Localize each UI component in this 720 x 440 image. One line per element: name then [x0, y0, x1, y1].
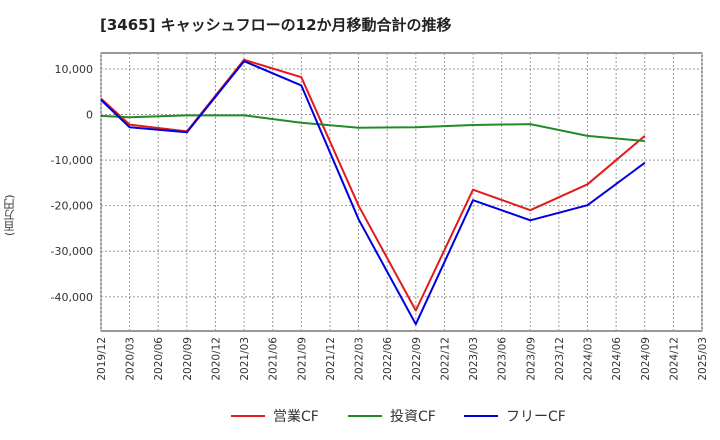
y-tick-label: 10,000	[55, 63, 94, 76]
plot-area	[100, 52, 703, 332]
y-tick-label: -30,000	[51, 245, 93, 258]
y-tick-label: -10,000	[51, 154, 93, 167]
y-tick-label: -40,000	[51, 291, 93, 304]
x-tick-label: 2025/03	[697, 337, 709, 381]
x-tick-label: 2020/06	[153, 337, 165, 381]
x-tick-label: 2024/09	[640, 337, 652, 381]
x-tick-label: 2024/03	[583, 337, 595, 381]
x-tick-label: 2019/12	[96, 337, 108, 381]
x-tick-label: 2024/12	[668, 337, 680, 381]
x-tick-label: 2022/12	[439, 337, 451, 381]
series-line	[100, 60, 646, 326]
series-layer	[100, 58, 646, 326]
x-tick-label: 2022/03	[354, 337, 366, 381]
x-tick-label: 2020/03	[125, 337, 137, 381]
x-tick-label: 2020/12	[210, 337, 222, 381]
x-tick-label: 2021/12	[325, 337, 337, 381]
x-tick-label: 2023/12	[554, 337, 566, 381]
x-tick-label: 2023/09	[525, 337, 537, 381]
legend-label: 営業CF	[273, 409, 319, 425]
x-tick-label: 2020/09	[182, 337, 194, 381]
x-tick-label: 2022/09	[411, 337, 423, 381]
legend-label: 投資CF	[390, 409, 436, 425]
y-tick-label: 0	[86, 109, 93, 122]
legend-label: フリーCF	[506, 409, 566, 425]
legend: 営業CF 投資CF フリーCF	[231, 409, 566, 425]
y-tick-labels: 10,000 0 -10,000 -20,000 -30,000 -40,000	[51, 63, 93, 304]
grid-layer	[100, 53, 703, 331]
x-tick-label: 2023/03	[468, 337, 480, 381]
x-tick-label: 2022/06	[382, 337, 394, 381]
series-line	[100, 58, 646, 312]
x-tick-label: 2021/06	[268, 337, 280, 381]
x-tick-labels: 2019/12 2020/03 2020/06 2020/09 2020/12 2021/…	[96, 337, 709, 381]
y-tick-label: -20,000	[51, 200, 93, 213]
x-tick-label: 2021/03	[239, 337, 251, 381]
x-tick-label: 2023/06	[497, 337, 509, 381]
chart-title: [3465] キャッシュフローの12か月移動合計の推移	[100, 16, 452, 34]
series-line	[100, 114, 645, 142]
x-tick-label: 2021/09	[296, 337, 308, 381]
x-tick-label: 2024/06	[611, 337, 623, 381]
